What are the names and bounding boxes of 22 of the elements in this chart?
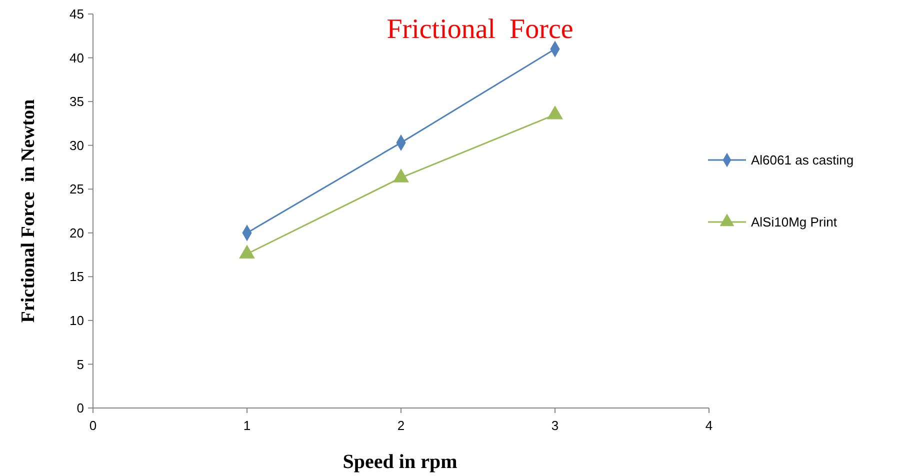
point	[239, 244, 255, 259]
x-tick-label: 0	[89, 418, 97, 433]
y-tick-label: 35	[70, 94, 84, 110]
x-tick-label: 3	[551, 418, 559, 433]
y-tick-label: 25	[70, 182, 84, 197]
x-tick-label: 4	[705, 418, 713, 433]
y-tick-label: 5	[76, 356, 84, 372]
legend-label: Al6061 as casting	[751, 152, 854, 168]
chart-title: Frictional Force	[386, 14, 574, 45]
y-tick-label: 15	[70, 269, 84, 284]
x-axis-title: Speed in rpm	[342, 451, 458, 473]
y-tick-label: 40	[70, 50, 84, 66]
y-tick-label: 10	[70, 312, 84, 328]
y-tick-label: 20	[70, 225, 84, 240]
x-tick-label: 1	[243, 418, 251, 433]
y-tick-label: 45	[70, 6, 84, 22]
y-tick-label: 0	[76, 400, 84, 416]
y-axis-title: Frictional Force in Newton	[18, 98, 39, 323]
x-tick-label: 2	[397, 418, 405, 433]
point	[393, 168, 409, 182]
y-tick-label: 30	[70, 138, 84, 153]
legend-label: AlSi10Mg Print	[751, 214, 838, 230]
